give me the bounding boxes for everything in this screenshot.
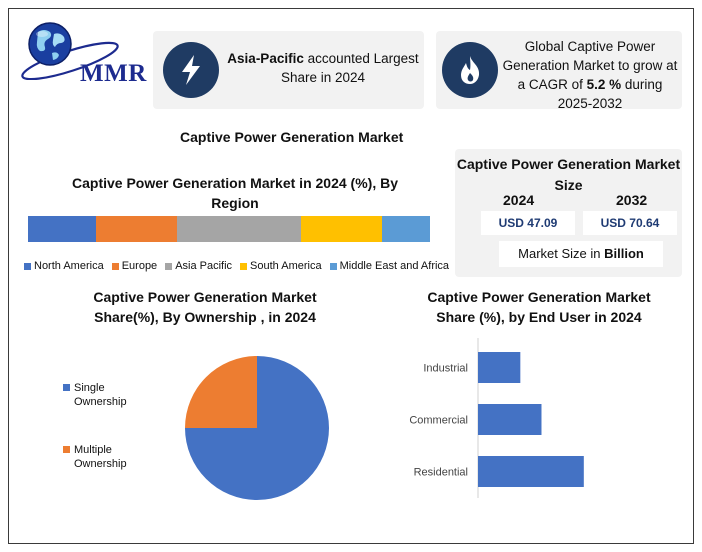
legend-single-ownership: Single Ownership <box>63 381 144 409</box>
highlight-card-cagr: Global Captive Power Generation Market t… <box>436 31 682 111</box>
legend-swatch <box>24 262 31 270</box>
market-size-title: Captive Power Generation Market Size <box>456 156 681 193</box>
legend-swatch <box>63 384 70 391</box>
legend-swatch <box>165 262 173 270</box>
legend-item-north-america: North America <box>24 260 104 272</box>
market-size-unit: Market Size in Billion <box>499 241 663 267</box>
legend-item-middle-east-and-africa: Middle East and Africa <box>329 260 450 272</box>
region-bar-segment-asia-pacific <box>176 216 302 242</box>
end-user-bar-chart: Industrial Commercial Residential <box>409 338 584 498</box>
market-size-panel: Captive Power Generation Market Size 202… <box>455 149 682 277</box>
region-bar-segment-north-america <box>28 216 97 242</box>
legend-swatch <box>240 262 248 270</box>
year-2024-label: 2024 <box>503 192 535 208</box>
lightning-bolt-icon <box>163 42 219 98</box>
region-chart-title: Captive Power Generation Market in 2024 … <box>72 175 398 211</box>
legend-multiple-ownership: Multiple Ownership <box>63 443 144 471</box>
legend-label: Middle East and Africa <box>339 260 450 272</box>
highlight-text-region: Asia-Pacific accounted Largest Share in … <box>227 51 419 85</box>
ownership-chart-title: Captive Power Generation Market Share(%)… <box>93 289 317 325</box>
category-label-industrial: Industrial <box>423 363 468 375</box>
category-label-commercial: Commercial <box>409 415 468 427</box>
market-size-value-2024: USD 47.09 <box>481 211 575 235</box>
legend-label: North America <box>34 260 104 272</box>
legend-item-south-america: South America <box>240 260 322 272</box>
flame-icon <box>442 42 498 98</box>
legend-swatch <box>329 262 337 270</box>
highlight-card-region: Asia-Pacific accounted Largest Share in … <box>153 31 424 109</box>
legend-item-asia-pacific: Asia Pacific <box>165 260 232 272</box>
legend-swatch <box>111 262 119 270</box>
region-bar-segment-south-america <box>301 216 382 242</box>
bar-industrial <box>478 352 521 383</box>
logo-text: MMR <box>80 60 147 87</box>
legend-item-europe: Europe <box>111 260 158 272</box>
region-bar-segment-europe <box>96 216 177 242</box>
infographic-frame <box>8 8 694 544</box>
market-size-value-2032: USD 70.64 <box>583 211 677 235</box>
ownership-pie-chart <box>185 356 329 500</box>
legend-label: South America <box>250 260 322 272</box>
globe-icon <box>21 22 119 81</box>
end-user-chart-title: Captive Power Generation Market Share (%… <box>427 289 651 325</box>
region-legend: North America Europe Asia Pacific South Ame… <box>24 260 449 272</box>
legend-label: Asia Pacific <box>175 260 233 272</box>
pie-slice-multiple-ownership <box>185 356 257 428</box>
year-2032-label: 2032 <box>616 192 648 208</box>
category-label-residential: Residential <box>414 467 468 479</box>
bar-commercial <box>478 404 542 435</box>
mmr-logo: MMR <box>14 20 146 87</box>
legend-swatch <box>63 446 70 453</box>
legend-label: Europe <box>121 260 158 272</box>
region-stacked-bar <box>28 216 430 242</box>
highlight-text-cagr: Global Captive Power Generation Market t… <box>502 39 678 111</box>
bar-residential <box>478 456 584 487</box>
main-title: Captive Power Generation Market <box>180 129 404 145</box>
region-bar-segment-middle-east-and-africa <box>381 216 430 242</box>
